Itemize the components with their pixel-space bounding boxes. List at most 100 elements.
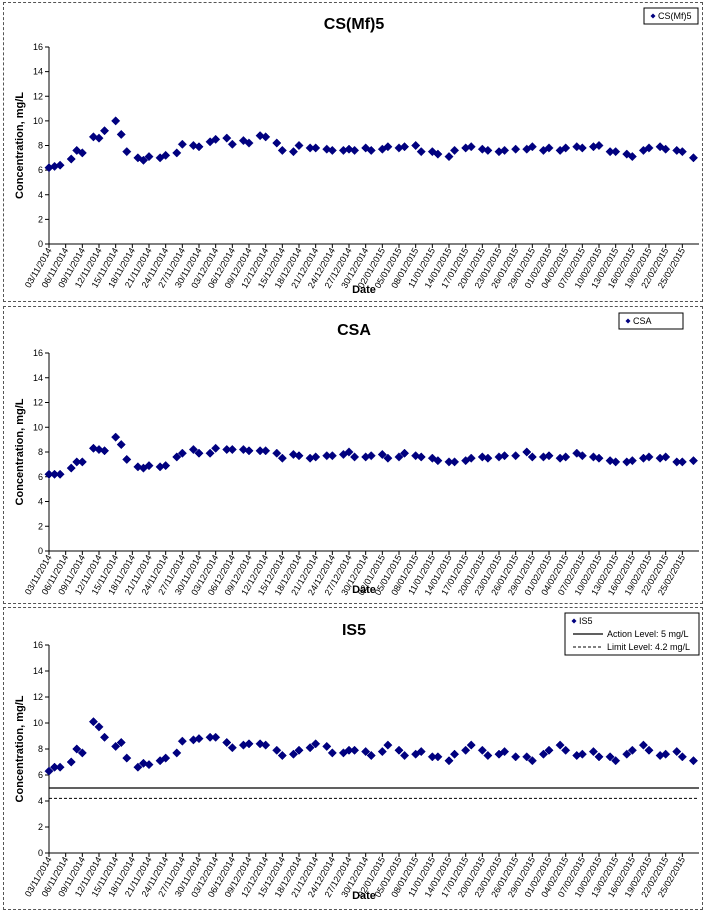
data-point — [111, 741, 121, 751]
data-point — [311, 452, 321, 462]
data-point — [466, 142, 476, 152]
data-point — [577, 749, 587, 759]
data-point — [55, 469, 65, 479]
y-tick-label: 0 — [38, 848, 43, 858]
data-point — [677, 752, 687, 762]
legend-marker — [625, 318, 631, 324]
data-point — [627, 745, 637, 755]
data-point — [205, 448, 215, 458]
data-point — [366, 750, 376, 761]
data-point — [144, 152, 154, 162]
chart-title: IS5 — [342, 622, 366, 639]
data-point — [383, 453, 393, 463]
data-point — [88, 717, 98, 727]
y-tick-label: 16 — [33, 640, 43, 650]
data-point — [594, 752, 604, 762]
y-tick-label: 0 — [38, 239, 43, 249]
data-point — [116, 129, 126, 139]
data-point — [522, 447, 532, 457]
data-point — [327, 748, 337, 758]
data-point — [77, 748, 87, 758]
data-point — [672, 747, 682, 757]
data-point — [577, 143, 587, 153]
data-point — [144, 461, 154, 471]
chart-panel-cs-mf5: CS(Mf)5 Concentration, mg/L 0 2 4 6 8 10 12 14 16 0… — [3, 2, 703, 302]
legend-box — [643, 7, 699, 25]
y-tick-label: 16 — [33, 348, 43, 358]
data-point — [327, 451, 337, 461]
data-point — [688, 153, 698, 163]
data-point — [261, 740, 271, 750]
data-point — [461, 745, 471, 755]
chart-title: CS(Mf)5 — [324, 16, 385, 33]
data-point — [677, 457, 687, 467]
data-point — [466, 453, 476, 463]
data-point — [116, 737, 126, 748]
data-point — [161, 461, 171, 471]
y-axis-label: Concentration, mg/L — [14, 398, 26, 505]
data-point — [444, 152, 454, 162]
data-point — [350, 745, 360, 755]
data-point — [627, 152, 637, 162]
legend-label: Action Level: 5 mg/L — [607, 629, 689, 639]
y-tick-label: 0 — [38, 546, 43, 556]
data-point — [211, 732, 221, 742]
data-point — [572, 448, 582, 458]
data-point — [483, 453, 493, 463]
y-tick-label: 4 — [38, 796, 43, 806]
y-tick-label: 14 — [33, 373, 43, 383]
data-point — [66, 757, 76, 767]
legend-marker — [571, 618, 577, 624]
y-tick-label: 2 — [38, 521, 43, 531]
legend-marker — [650, 13, 656, 19]
data-point — [561, 452, 571, 462]
data-point — [594, 140, 604, 151]
data-point — [177, 448, 187, 458]
y-axis-label: Concentration, mg/L — [14, 92, 26, 199]
data-point — [677, 147, 687, 157]
data-point — [211, 443, 221, 453]
data-point — [194, 142, 204, 152]
data-point — [244, 138, 254, 148]
data-point — [72, 744, 82, 754]
y-tick-label: 14 — [33, 666, 43, 676]
data-point — [55, 762, 65, 772]
y-tick-label: 14 — [33, 67, 43, 77]
data-point — [122, 753, 132, 763]
data-point — [400, 750, 410, 761]
data-point — [661, 452, 671, 462]
y-tick-label: 2 — [38, 214, 43, 224]
data-point — [588, 747, 598, 757]
y-tick-label: 8 — [38, 141, 43, 151]
data-point — [572, 142, 582, 152]
data-point — [277, 453, 287, 463]
y-tick-label: 8 — [38, 447, 43, 457]
y-tick-label: 6 — [38, 165, 43, 175]
data-point — [172, 748, 182, 758]
data-point — [400, 142, 410, 152]
data-point — [77, 148, 87, 158]
data-point — [444, 756, 454, 766]
data-point — [561, 143, 571, 153]
data-point — [272, 138, 282, 148]
data-point — [688, 456, 698, 466]
x-axis-label: Date — [352, 584, 376, 596]
data-point — [644, 745, 654, 755]
data-point — [111, 432, 121, 442]
y-tick-label: 16 — [33, 42, 43, 52]
chart-panel-csa: CSA Concentration, mg/L 0 2 4 6 8 10 12 14 16 03/11… — [3, 306, 703, 604]
data-point — [611, 756, 621, 766]
data-point — [394, 452, 404, 462]
data-point — [605, 456, 615, 466]
data-point — [244, 739, 254, 749]
x-axis-label: Date — [352, 284, 376, 296]
data-point — [288, 749, 298, 759]
data-point — [483, 750, 493, 761]
data-point — [377, 449, 387, 460]
data-point — [400, 448, 410, 458]
data-point — [322, 741, 332, 751]
data-point — [377, 747, 387, 757]
y-tick-label: 6 — [38, 472, 43, 482]
data-point — [94, 722, 104, 732]
